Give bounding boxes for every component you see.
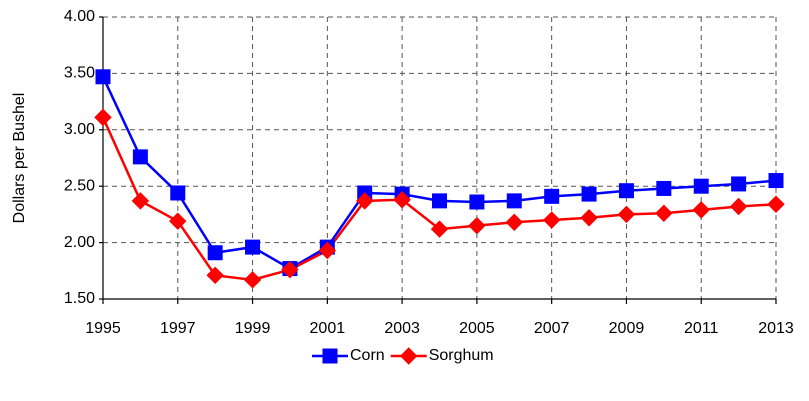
legend-marker [399,347,418,365]
data-point [656,180,672,196]
data-point [95,69,111,85]
data-point [693,178,709,194]
data-point [469,194,485,210]
data-point [692,201,710,219]
y-tick-label: 3.50 [64,65,95,82]
x-tick-label: 2009 [609,320,645,337]
series-line [101,76,777,270]
x-tick-label: 1995 [85,320,121,337]
data-point [393,191,411,209]
data-point [245,239,261,255]
x-tick-label: 2003 [384,320,420,337]
data-point [655,204,673,222]
data-point [206,266,224,285]
x-tick-label: 1999 [235,320,271,337]
data-point [356,192,374,210]
x-tick-label: 2001 [310,320,346,337]
y-tick-label: 3.00 [64,121,95,138]
data-point [430,220,449,238]
data-point [542,211,561,229]
y-tick-label: 4.00 [64,8,95,25]
data-point [207,245,223,261]
data-point [544,188,560,204]
data-point [617,205,636,224]
data-point [131,192,150,210]
legend-label: Sorghum [429,347,494,364]
data-point [243,271,262,289]
data-point [281,260,299,279]
legend-label: Corn [350,347,385,364]
y-tick-label: 2.50 [64,177,95,194]
x-tick-label: 2007 [534,320,570,337]
data-point [318,241,337,260]
data-point [468,216,486,235]
data-point [731,176,747,192]
data-point [169,212,187,230]
data-point [432,193,447,209]
data-point [767,195,785,213]
y-axis-label: Dollars per Bushel [11,93,28,224]
data-point [132,149,148,165]
data-point [170,185,186,201]
data-point [94,108,112,127]
legend-marker [322,348,338,364]
data-point [729,197,748,216]
data-point [505,213,523,232]
data-point [618,183,634,199]
data-point [581,186,597,202]
x-tick-label: 1997 [160,320,196,337]
x-tick-label: 2013 [758,320,794,337]
y-tick-label: 2.00 [64,234,95,251]
x-tick-label: 2011 [684,320,719,337]
data-point [768,173,784,189]
data-point [580,209,598,227]
y-tick-label: 1.50 [64,290,95,307]
x-tick-label: 2005 [459,320,495,337]
data-point [506,193,522,209]
